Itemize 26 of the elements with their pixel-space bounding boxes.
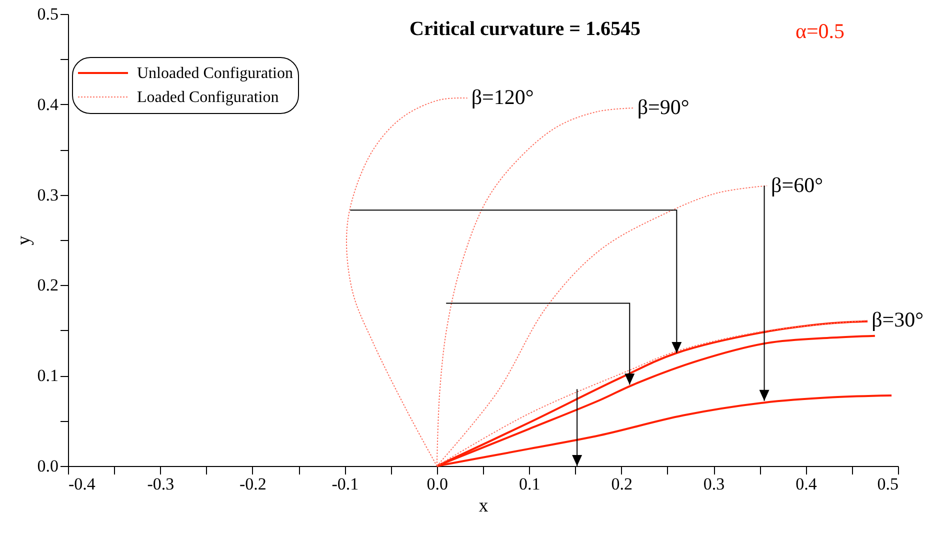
x-tick-label: 0.0 [426, 474, 448, 494]
y-tick-label: 0.5 [37, 4, 58, 24]
x-tick-label: 0.4 [796, 474, 818, 494]
annotation: α=0.5 [795, 19, 845, 43]
x-tick-label: -0.2 [239, 474, 266, 494]
y-tick-label: 0.2 [37, 276, 58, 295]
y-axis-title: y [13, 235, 34, 246]
y-tick-label: 0.1 [37, 366, 58, 386]
x-tick-label: 0.2 [611, 474, 632, 494]
chart-title: Critical curvature = 1.6545 [410, 18, 640, 40]
annotation: β=90° [637, 95, 690, 120]
annotation: β=30° [872, 307, 924, 332]
x-tick-label: 0.3 [703, 474, 725, 494]
annotation: β=120° [471, 85, 534, 110]
legend-label: Loaded Configuration [137, 89, 279, 106]
x-tick-label: 0.5 [877, 474, 898, 494]
x-tick-label: -0.4 [68, 474, 96, 494]
y-tick-label: 0.4 [37, 94, 59, 114]
legend-label: Unloaded Configuration [137, 65, 293, 82]
x-tick-label: -0.1 [332, 474, 359, 494]
x-tick-label: 0.1 [518, 474, 540, 494]
x-axis-title: x [478, 496, 489, 516]
x-tick-label: -0.3 [147, 474, 174, 494]
annotation: β=60° [771, 172, 823, 197]
y-tick-label: 0.0 [37, 456, 58, 476]
y-tick-label: 0.3 [37, 185, 58, 204]
